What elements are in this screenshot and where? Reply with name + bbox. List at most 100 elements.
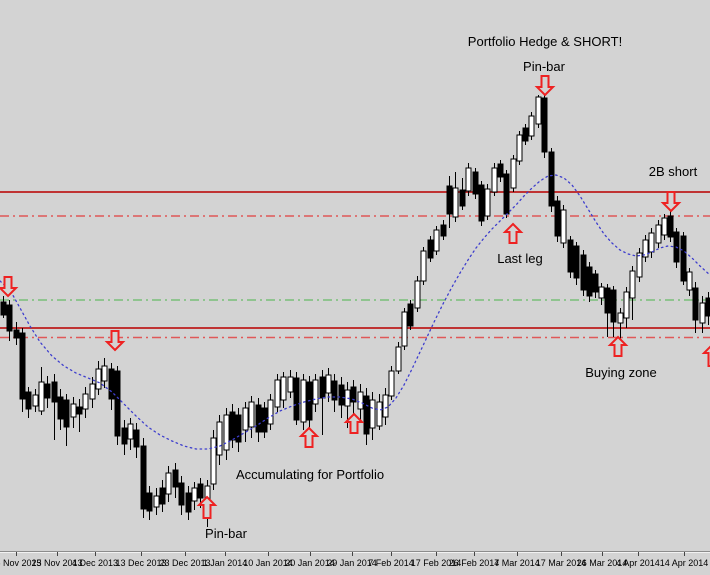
candle [484, 184, 491, 220]
bull-candle-body [452, 187, 459, 218]
bull-candle-body [153, 495, 160, 508]
candle [331, 374, 338, 412]
bear-candle-body [503, 173, 510, 215]
x-axis-label: 1 Jan 2014 [202, 558, 248, 568]
moving-average-line [0, 174, 710, 450]
candles [0, 95, 710, 527]
bear-candle-body [446, 185, 453, 215]
candle [554, 196, 561, 242]
candle [617, 308, 624, 340]
x-axis-label: 13 Dec 2013 [115, 558, 167, 568]
candle [363, 388, 370, 445]
annotation-label-pin-bar-top[interactable]: Pin-bar [523, 59, 565, 74]
candle [6, 300, 13, 341]
bear-candle-body [567, 239, 574, 273]
candle [89, 377, 96, 408]
up-arrow-annotation[interactable] [502, 222, 524, 244]
bear-candle-body [427, 239, 434, 259]
candle [108, 363, 115, 410]
x-axis-tick [225, 552, 226, 556]
bull-candle-body [560, 209, 567, 244]
bull-candle-body [433, 229, 440, 252]
up-arrow-annotation[interactable] [343, 412, 365, 434]
bull-candle-body [382, 394, 389, 418]
bull-candle-body [127, 423, 134, 440]
candle [133, 423, 140, 458]
bear-candle-body [319, 376, 326, 399]
candle [692, 282, 699, 333]
bull-candle-body [32, 394, 39, 407]
candle [472, 168, 479, 199]
candle [623, 287, 630, 328]
candle [19, 328, 26, 412]
annotation-label-buying-zone[interactable]: Buying zone [585, 365, 657, 380]
x-axis-label: 25 Nov 2013 [31, 558, 83, 568]
candle [491, 163, 498, 196]
candle [191, 482, 198, 510]
bear-candle-body [692, 287, 699, 321]
bear-candle-body [108, 368, 115, 400]
bear-candle-body [705, 297, 710, 317]
candle [51, 374, 58, 440]
annotation-label-pin-bar-bottom[interactable]: Pin-bar [205, 526, 247, 541]
bull-candle-body [401, 311, 408, 347]
candle [0, 296, 7, 318]
candle [452, 172, 459, 222]
bear-candle-body [350, 386, 357, 403]
x-axis-tick [185, 552, 186, 556]
annotation-label-accumulating[interactable]: Accumulating for Portfolio [235, 467, 385, 482]
down-arrow-annotation[interactable] [534, 75, 556, 97]
bear-candle-body [185, 492, 192, 513]
candle [146, 486, 153, 520]
bear-candle-body [121, 427, 128, 445]
bull-candle-body [655, 224, 662, 244]
candle [159, 480, 166, 512]
candle [216, 415, 223, 465]
bull-candle-body [38, 381, 45, 412]
candle [648, 228, 655, 258]
annotation-label-last-leg[interactable]: Last leg [497, 251, 543, 266]
bull-candle-body [70, 403, 77, 418]
up-arrow-annotation[interactable] [607, 335, 629, 357]
down-arrow-annotation[interactable] [104, 330, 126, 352]
x-axis-label: 10 Jan 2014 [243, 558, 293, 568]
x-axis-tick [16, 552, 17, 556]
candle [604, 284, 611, 337]
bear-candle-body [197, 483, 204, 499]
bear-candle-body [440, 224, 447, 237]
candle [357, 384, 364, 422]
down-arrow-annotation[interactable] [660, 191, 682, 213]
candle [293, 372, 300, 425]
up-arrow-annotation[interactable] [701, 345, 710, 367]
candle [38, 367, 45, 415]
candlestick-chart-canvas[interactable] [0, 0, 710, 552]
bull-candle-body [629, 270, 636, 299]
up-arrow-annotation[interactable] [298, 426, 320, 448]
bear-candle-body [146, 492, 153, 512]
candle [369, 392, 376, 440]
candle [101, 358, 108, 388]
up-arrow-annotation[interactable] [196, 495, 218, 519]
annotation-label-2b-short[interactable]: 2B short [648, 164, 698, 179]
x-axis-label: 29 Jan 2014 [327, 558, 377, 568]
x-axis-tick [517, 552, 518, 556]
candle [229, 404, 236, 448]
bear-candle-body [229, 411, 236, 441]
bull-candle-body [388, 370, 395, 397]
x-axis-tick [638, 552, 639, 556]
bear-candle-body [522, 127, 529, 142]
down-arrow-annotation[interactable] [0, 276, 19, 298]
bull-candle-body [248, 401, 255, 428]
candle [388, 366, 395, 400]
candle [127, 418, 134, 450]
candle [440, 220, 447, 240]
x-axis-label: 17 Feb 2014 [410, 558, 462, 568]
bear-candle-body [604, 287, 611, 314]
bull-candle-body [223, 414, 230, 451]
candle [478, 181, 485, 226]
candle [497, 160, 504, 182]
bear-candle-body [13, 329, 20, 339]
annotation-label-portfolio-hedge-short[interactable]: Portfolio Hedge & SHORT! [467, 34, 623, 49]
